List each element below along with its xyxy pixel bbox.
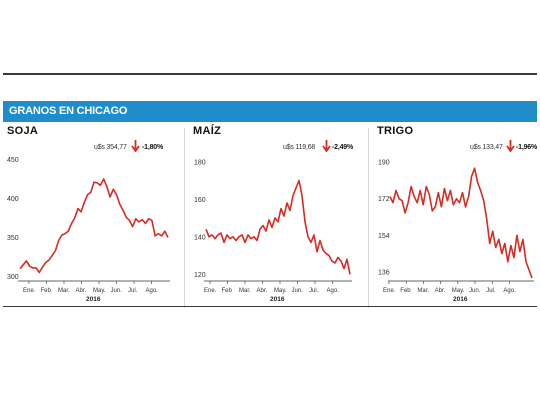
- y-tick-label: 350: [7, 235, 19, 242]
- panel-title-maiz: MAÍZ: [193, 125, 222, 137]
- x-tick-label: Jul.: [486, 288, 496, 294]
- x-tick-label: Ago.: [327, 288, 340, 294]
- change-maiz: -2,49%: [332, 144, 353, 151]
- price-maiz: u$s 119,68: [283, 144, 316, 151]
- x-tick-label: Feb: [222, 288, 233, 294]
- x-tick-label: Ago.: [146, 288, 159, 294]
- x-tick-label: Mar.: [58, 288, 70, 294]
- panel-divider: [368, 128, 369, 308]
- x-axis-label: 2016: [270, 296, 285, 303]
- panel-title-soja: SOJA: [7, 125, 39, 137]
- y-tick-label: 180: [194, 159, 206, 166]
- price-soja: u$s 354,77: [94, 144, 127, 151]
- x-tick-label: Jul.: [309, 288, 319, 294]
- x-tick-label: Feb: [400, 288, 411, 294]
- x-tick-label: Jun.: [292, 288, 304, 294]
- series-line: [205, 179, 351, 275]
- top-rule: [3, 73, 537, 75]
- price-trigo: u$s 133,47: [470, 144, 503, 151]
- x-tick-label: Abr.: [435, 288, 446, 294]
- x-tick-label: Jul.: [128, 288, 138, 294]
- x-tick-label: Ene.: [383, 288, 396, 294]
- bottom-rule: [3, 306, 537, 307]
- panel-title-trigo: TRIGO: [377, 125, 414, 137]
- x-tick-label: Mar.: [239, 288, 251, 294]
- change-trigo: -1,96%: [516, 144, 537, 151]
- x-tick-label: Jun.: [111, 288, 123, 294]
- y-tick-label: 140: [194, 234, 206, 241]
- y-tick-label: 136: [378, 269, 390, 276]
- section-banner: GRANOS EN CHICAGO: [3, 101, 537, 122]
- series-line: [19, 178, 169, 274]
- y-tick-label: 172: [378, 196, 390, 203]
- x-tick-label: Abr.: [257, 288, 268, 294]
- series-line: [389, 167, 533, 279]
- y-tick-label: 154: [378, 233, 390, 240]
- x-tick-label: Ago.: [503, 288, 516, 294]
- y-tick-label: 160: [194, 197, 206, 204]
- y-tick-label: 450: [7, 157, 19, 164]
- x-tick-label: Ene.: [23, 288, 36, 294]
- down-arrow-icon: [506, 140, 515, 152]
- x-axis-label: 2016: [453, 296, 468, 303]
- x-tick-label: Abr.: [76, 288, 87, 294]
- y-tick-label: 120: [194, 272, 206, 279]
- y-tick-label: 300: [7, 274, 19, 281]
- x-tick-label: Ene.: [204, 288, 217, 294]
- x-tick-label: May.: [93, 288, 106, 294]
- y-tick-label: 190: [378, 160, 390, 167]
- x-tick-label: May.: [274, 288, 287, 294]
- down-arrow-icon: [322, 140, 331, 152]
- change-soja: -1,80%: [142, 144, 163, 151]
- x-tick-label: Jun.: [469, 288, 481, 294]
- y-tick-label: 400: [7, 196, 19, 203]
- x-tick-label: Feb: [41, 288, 52, 294]
- panel-divider: [184, 128, 185, 308]
- down-arrow-icon: [131, 140, 140, 152]
- x-tick-label: Mar.: [417, 288, 429, 294]
- x-axis-label: 2016: [86, 296, 101, 303]
- x-tick-label: May.: [452, 288, 465, 294]
